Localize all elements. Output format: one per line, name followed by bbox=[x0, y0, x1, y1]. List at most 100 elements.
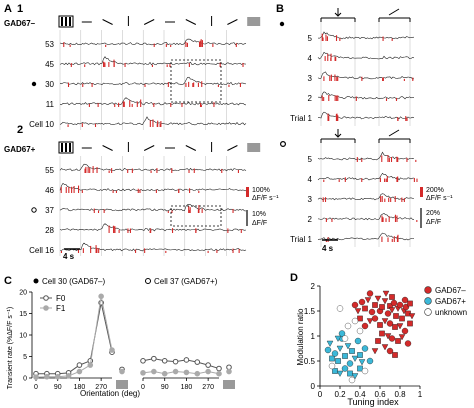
c1-title-marker bbox=[33, 278, 39, 284]
scatter-point bbox=[328, 362, 336, 370]
scatter-point bbox=[381, 344, 389, 351]
scatter-point bbox=[396, 301, 404, 309]
row2-number: 2 bbox=[17, 124, 23, 136]
x-tick-label: 90 bbox=[161, 384, 169, 391]
panel-c: C Cell 30 (GAD67–) Cell 37 (GAD67+) Tran… bbox=[4, 275, 235, 398]
scatter-point bbox=[393, 313, 399, 319]
trial-trace bbox=[317, 151, 415, 161]
data-point bbox=[140, 370, 146, 376]
trial-label: 4 bbox=[308, 175, 313, 184]
x-tick-label: 0.2 bbox=[334, 390, 346, 399]
legend-label: GAD67– bbox=[435, 286, 466, 295]
x-tick-label: 90 bbox=[54, 384, 62, 391]
scatter-point bbox=[382, 290, 390, 297]
c-ylabel: Transient rate (%ΔF/F s⁻¹) bbox=[7, 307, 14, 389]
scatter-point bbox=[351, 301, 359, 309]
cell-label: 37 bbox=[45, 206, 54, 215]
legend-label: GAD67+ bbox=[435, 297, 466, 306]
panel-a-letter: A bbox=[4, 3, 12, 15]
trial-trace bbox=[318, 111, 415, 120]
data-point bbox=[98, 293, 104, 300]
trial-label: Trial 1 bbox=[290, 235, 312, 244]
chart-c2: 0 90 180 270 bbox=[140, 355, 235, 391]
row2-group-label: GAD67+ bbox=[4, 145, 36, 154]
trial-trace bbox=[317, 51, 415, 60]
data-point bbox=[109, 347, 115, 353]
orientation-icon bbox=[102, 145, 113, 151]
scatter-point bbox=[356, 327, 364, 335]
data-point bbox=[76, 362, 83, 368]
x-tick-label: 1 bbox=[418, 390, 423, 399]
scatter-point bbox=[379, 304, 385, 310]
row2-traces: 55 46 37 28 Cell 16 bbox=[29, 141, 261, 256]
scatter-point bbox=[357, 352, 363, 358]
scatter-point bbox=[377, 322, 383, 328]
cell-label: 53 bbox=[45, 40, 54, 49]
row1-traces: 53 45 30 11 Cell 10 bbox=[29, 15, 261, 130]
panel-d: D Modulation ratio Tuning index 0 0.2 0.4 0… bbox=[290, 272, 467, 407]
df-scale-unit: ΔF/F bbox=[252, 220, 267, 227]
scatter-point bbox=[401, 327, 409, 335]
b-rate-scale-unit: ΔF/F s⁻¹ bbox=[426, 195, 453, 202]
df-scale-pct: 10% bbox=[252, 211, 266, 218]
scatter-point bbox=[395, 338, 401, 344]
c2-title: Cell 37 (GAD67+) bbox=[154, 277, 218, 286]
scatter-point bbox=[398, 334, 406, 341]
scatter-point bbox=[396, 323, 404, 330]
scatter-point bbox=[401, 296, 409, 304]
scatter-point bbox=[342, 353, 348, 359]
scatter-point bbox=[354, 308, 362, 315]
scatter-point bbox=[344, 322, 352, 330]
grating-bar bbox=[69, 17, 71, 26]
orientation-icon bbox=[185, 19, 197, 25]
panel-b-letter: B bbox=[276, 3, 284, 15]
calcium-trace bbox=[59, 163, 247, 172]
cell-label: 11 bbox=[46, 100, 55, 109]
scatter-point bbox=[379, 330, 385, 337]
trial-label: 4 bbox=[308, 54, 313, 63]
time-scale-label: 4 s bbox=[63, 252, 75, 261]
scatter-point bbox=[407, 320, 413, 327]
legend-label: unknown bbox=[435, 308, 467, 317]
down-arrow-head bbox=[334, 133, 342, 138]
scatter-point bbox=[336, 370, 344, 377]
trial-label: 2 bbox=[308, 94, 313, 103]
scatter-point bbox=[351, 373, 359, 380]
trial-trace bbox=[317, 213, 415, 221]
scatter-point bbox=[388, 335, 396, 342]
scatter-point bbox=[358, 359, 366, 366]
grating-bar bbox=[61, 143, 63, 152]
scatter-point bbox=[357, 365, 363, 372]
b-df-scale-pct: 20% bbox=[426, 210, 440, 217]
trial-label: 2 bbox=[308, 215, 313, 224]
x-tick-label: 180 bbox=[74, 384, 86, 391]
cell-label: 45 bbox=[45, 60, 54, 69]
scatter-point bbox=[335, 358, 341, 364]
scatter-point bbox=[404, 340, 412, 347]
legend-label: F1 bbox=[56, 304, 66, 313]
x-tick-label: 180 bbox=[181, 384, 193, 391]
data-point bbox=[54, 373, 61, 380]
scatter-point bbox=[361, 367, 369, 375]
orientation-icon bbox=[185, 145, 197, 151]
data-point bbox=[33, 374, 39, 380]
data-point bbox=[183, 369, 190, 376]
data-point bbox=[183, 357, 190, 363]
legend-marker bbox=[424, 297, 432, 305]
scatter-point bbox=[408, 313, 416, 320]
trial-trace bbox=[317, 31, 415, 40]
orientation-icon bbox=[227, 145, 238, 151]
blank-stimulus-icon bbox=[223, 380, 235, 389]
calcium-trace bbox=[59, 56, 247, 66]
grating-bar bbox=[65, 143, 67, 152]
scatter-point bbox=[374, 295, 382, 302]
calcium-trace bbox=[59, 76, 247, 86]
x-tick-label: 270 bbox=[95, 384, 107, 391]
rate-scale-pct: 100% bbox=[252, 187, 270, 194]
y-tick-label: 2 bbox=[311, 282, 316, 291]
cell30-marker bbox=[279, 21, 285, 27]
scatter-point bbox=[371, 348, 379, 355]
cell-label: 55 bbox=[45, 166, 54, 175]
grating-bar bbox=[61, 17, 63, 26]
